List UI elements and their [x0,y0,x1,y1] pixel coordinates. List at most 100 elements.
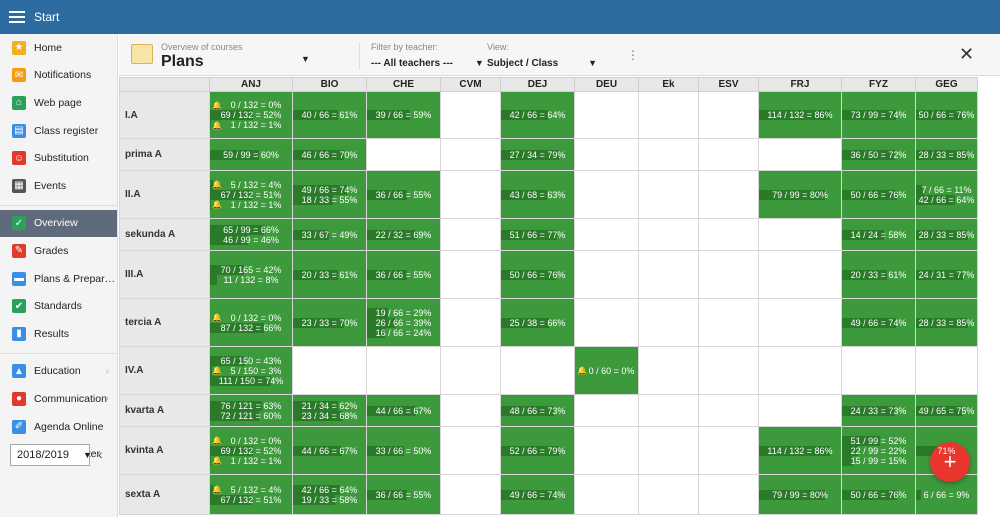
sidebar-item-results[interactable]: ▮ Results [0,320,117,348]
course-cell[interactable]: 49 / 66 = 74% [500,474,575,515]
class-name[interactable]: kvarta A [119,394,210,427]
course-cell[interactable]: 51 / 66 = 77% [500,218,575,251]
column-header[interactable]: BIO [292,77,367,92]
column-header[interactable]: GEG [915,77,978,92]
course-cell[interactable]: 🔔 0 / 132 = 0% 69 / 132 = 52% 🔔 1 / 132 = 1% [209,91,293,139]
sidebar-item-class-register[interactable]: ▤ Class register [0,117,117,145]
course-cell[interactable]: 39 / 66 = 59% [366,91,441,139]
class-name[interactable]: tercia A [119,298,210,347]
course-cell[interactable]: 50 / 66 = 76% [841,474,916,515]
class-name[interactable]: kvinta A [119,426,210,475]
course-cell[interactable]: 36 / 50 = 72% [841,138,916,171]
course-cell[interactable]: 20 / 33 = 61% [292,250,367,299]
course-cell[interactable]: 🔔 5 / 132 = 4% 67 / 132 = 51% 🔔 1 / 132 = 1% [209,170,293,219]
course-cell[interactable]: 33 / 66 = 50% [366,426,441,475]
column-header[interactable]: FRJ [758,77,842,92]
course-cell[interactable]: 24 / 31 = 77% [915,250,978,299]
sidebar-item-substitution[interactable]: ☺ Substitution [0,144,117,172]
collapse-sidebar-icon[interactable]: ‹ [98,446,103,462]
course-cell[interactable]: 24 / 33 = 73% [841,394,916,427]
school-year-select[interactable]: 2018/2019 ▼ [10,444,92,466]
course-cell[interactable]: 114 / 132 = 86% [758,91,842,139]
course-cell[interactable]: 40 / 66 = 61% [292,91,367,139]
course-cell[interactable]: 70 / 165 = 42%11 / 132 = 8%🔔 [209,250,293,299]
column-header[interactable]: DEU [574,77,639,92]
course-cell[interactable]: 🔔 5 / 132 = 4% 67 / 132 = 51% [209,474,293,515]
course-cell[interactable]: 27 / 34 = 79% [500,138,575,171]
sidebar-item-plans-prepar[interactable]: ▬ Plans & Prepar… [0,265,117,293]
class-name[interactable]: IV.A [119,346,210,395]
sidebar-item-communication[interactable]: ● Communication › [0,385,117,413]
course-cell[interactable]: 28 / 33 = 85% [915,138,978,171]
menu-icon[interactable] [0,11,34,23]
course-cell[interactable]: 19 / 66 = 29% 26 / 66 = 39% 16 / 66 = 24% [366,298,441,347]
course-cell[interactable]: 🔔 0 / 132 = 0% 87 / 132 = 66% [209,298,293,347]
chevron-down-icon[interactable]: ▼ [301,54,310,64]
course-cell[interactable]: 52 / 66 = 79% [500,426,575,475]
course-cell[interactable]: 22 / 32 = 69% [366,218,441,251]
column-header[interactable]: ESV [698,77,759,92]
course-cell[interactable]: 7 / 66 = 11% 42 / 66 = 64% [915,170,978,219]
course-cell[interactable]: 44 / 66 = 67% [292,426,367,475]
sidebar-item-standards[interactable]: ✔ Standards [0,292,117,320]
course-cell[interactable]: 65 / 99 = 66% 46 / 99 = 46% [209,218,293,251]
course-cell[interactable]: 44 / 66 = 67% [366,394,441,427]
course-cell[interactable]: 28 / 33 = 85% [915,298,978,347]
course-cell[interactable]: 28 / 33 = 85% [915,218,978,251]
course-cell[interactable]: 36 / 66 = 55% [366,474,441,515]
course-cell[interactable]: 23 / 33 = 70% [292,298,367,347]
course-cell[interactable]: 49 / 66 = 74% 18 / 33 = 55% [292,170,367,219]
more-options-icon[interactable]: ⋮ [627,48,639,62]
course-cell[interactable]: 48 / 66 = 73% [500,394,575,427]
teacher-filter-select[interactable]: --- All teachers --- ▼ [371,58,484,69]
column-header[interactable]: CVM [440,77,501,92]
course-cell[interactable]: 36 / 66 = 55% [366,170,441,219]
view-select[interactable]: Subject / Class ▼ [487,58,597,69]
course-cell[interactable]: 42 / 66 = 64% 19 / 33 = 58% [292,474,367,515]
sidebar-item-notifications[interactable]: ✉ Notifications [0,62,117,90]
course-cell[interactable]: 25 / 38 = 66% [500,298,575,347]
class-name[interactable]: II.A [119,170,210,219]
course-cell[interactable]: 59 / 99 = 60% [209,138,293,171]
sidebar-item-education[interactable]: ▲ Education › [0,358,117,386]
course-cell[interactable]: 50 / 66 = 76% [915,91,978,139]
sidebar-item-overview[interactable]: ✓ Overview [0,209,117,238]
course-cell[interactable]: 50 / 66 = 76% [841,170,916,219]
course-cell[interactable]: 73 / 99 = 74% [841,91,916,139]
column-header[interactable]: CHE [366,77,441,92]
course-cell[interactable]: 🔔 0 / 132 = 0% 69 / 132 = 52% 🔔 1 / 132 = 1% [209,426,293,475]
course-cell[interactable]: 43 / 68 = 63% [500,170,575,219]
course-cell[interactable]: 50 / 66 = 76% [500,250,575,299]
course-cell[interactable]: 20 / 33 = 61% [841,250,916,299]
course-cell[interactable]: 14 / 24 = 58% [841,218,916,251]
class-name[interactable]: sekunda A [119,218,210,251]
class-name[interactable]: I.A [119,91,210,139]
course-cell[interactable]: 114 / 132 = 86% [758,426,842,475]
course-cell[interactable]: 🔔 0 / 60 = 0% [574,346,639,395]
sidebar-item-grades[interactable]: ✎ Grades [0,237,117,265]
column-header[interactable]: ANJ [209,77,293,92]
sidebar-item-events[interactable]: ▦ Events [0,172,117,200]
course-cell[interactable]: 46 / 66 = 70% [292,138,367,171]
app-title[interactable]: Start [34,10,60,24]
sidebar-item-agenda-online[interactable]: ✐ Agenda Online [0,413,117,441]
column-header[interactable]: DEJ [500,77,575,92]
add-button[interactable]: + [930,442,970,482]
course-cell[interactable]: 76 / 121 = 63% 72 / 121 = 60% [209,394,293,427]
class-name[interactable]: sexta A [119,474,210,515]
close-icon[interactable]: ✕ [959,44,975,64]
course-cell[interactable]: 36 / 66 = 55% [366,250,441,299]
course-cell[interactable]: 51 / 99 = 52% 22 / 99 = 22% 15 / 99 = 15% [841,426,916,475]
course-cell[interactable]: 49 / 65 = 75% [915,394,978,427]
sidebar-item-web-page[interactable]: ⌂ Web page [0,89,117,117]
course-cell[interactable]: 79 / 99 = 80% [758,474,842,515]
course-cell[interactable]: 21 / 34 = 62% 23 / 34 = 68% [292,394,367,427]
course-cell[interactable]: 49 / 66 = 74% [841,298,916,347]
column-header[interactable]: FYZ [841,77,916,92]
course-cell[interactable]: 42 / 66 = 64% [500,91,575,139]
class-name[interactable]: prima A [119,138,210,171]
column-header[interactable]: Ek [638,77,699,92]
course-cell[interactable]: 79 / 99 = 80% [758,170,842,219]
sidebar-item-home[interactable]: ★ Home [0,34,117,62]
class-name[interactable]: III.A [119,250,210,299]
